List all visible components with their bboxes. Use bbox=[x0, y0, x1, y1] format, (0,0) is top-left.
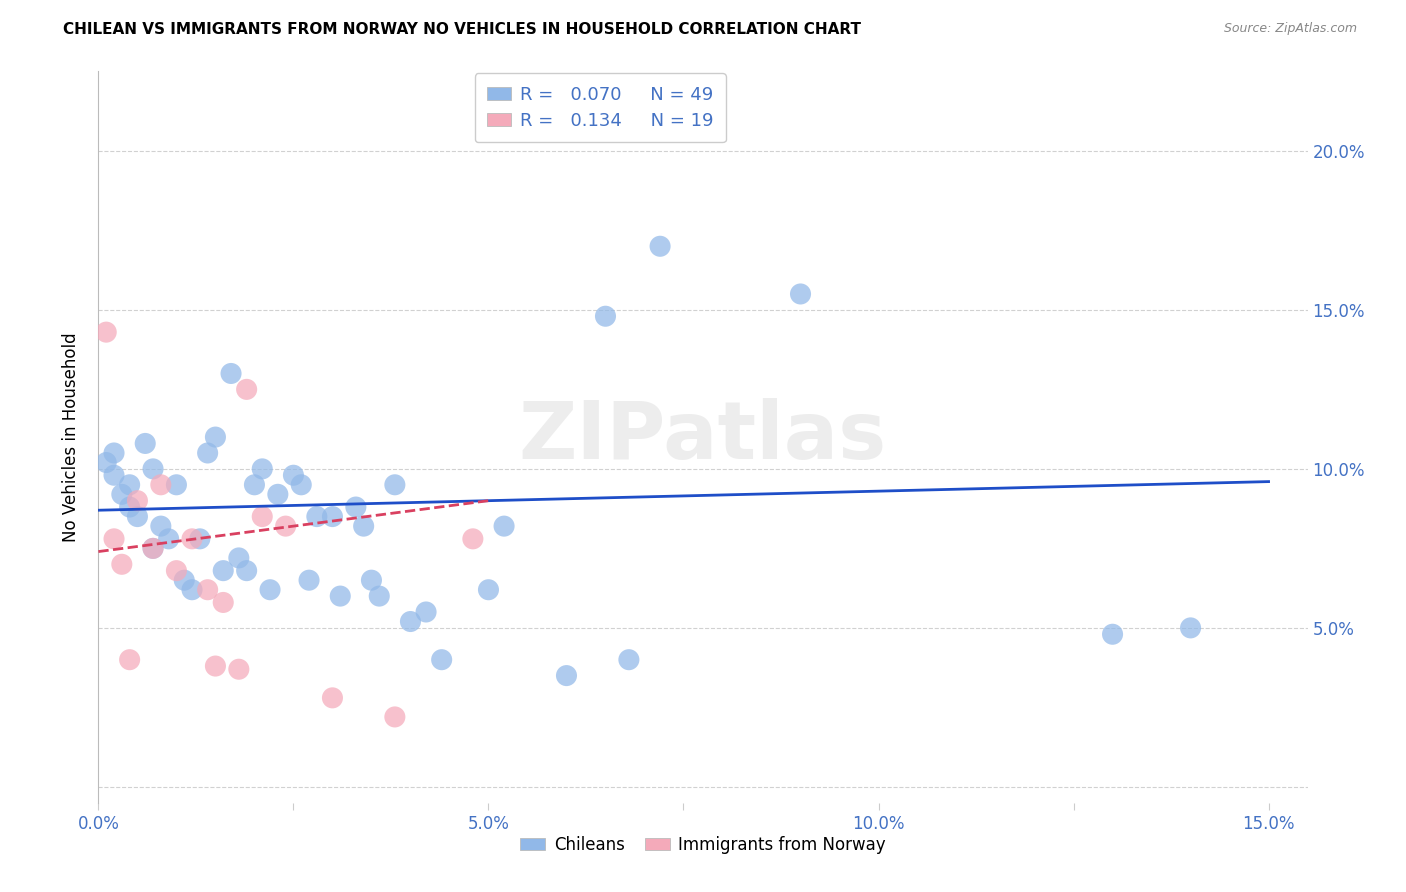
Point bbox=[165, 477, 187, 491]
Point bbox=[329, 589, 352, 603]
Point bbox=[96, 325, 118, 339]
Point bbox=[252, 462, 274, 476]
Legend: Chileans, Immigrants from Norway: Chileans, Immigrants from Norway bbox=[513, 829, 893, 860]
Point bbox=[111, 487, 134, 501]
Point bbox=[228, 550, 250, 565]
Point bbox=[283, 468, 305, 483]
Point bbox=[197, 446, 219, 460]
Point bbox=[149, 519, 172, 533]
Text: ZIPatlas: ZIPatlas bbox=[519, 398, 887, 476]
Point bbox=[118, 500, 141, 514]
Point bbox=[305, 509, 328, 524]
Point bbox=[477, 582, 499, 597]
Point bbox=[555, 668, 578, 682]
Point bbox=[298, 573, 321, 587]
Point bbox=[142, 462, 165, 476]
Point bbox=[252, 509, 274, 524]
Point bbox=[235, 564, 257, 578]
Point bbox=[188, 532, 211, 546]
Point bbox=[290, 477, 312, 491]
Point bbox=[368, 589, 391, 603]
Point bbox=[96, 456, 118, 470]
Point bbox=[103, 532, 125, 546]
Point bbox=[321, 690, 343, 705]
Point bbox=[360, 573, 382, 587]
Point bbox=[384, 477, 406, 491]
Point bbox=[204, 430, 226, 444]
Point bbox=[228, 662, 250, 676]
Point bbox=[173, 573, 195, 587]
Point bbox=[648, 239, 671, 253]
Point bbox=[430, 653, 453, 667]
Point bbox=[181, 532, 204, 546]
Point bbox=[267, 487, 290, 501]
Point bbox=[127, 493, 149, 508]
Point bbox=[118, 477, 141, 491]
Point bbox=[1101, 627, 1123, 641]
Text: Source: ZipAtlas.com: Source: ZipAtlas.com bbox=[1223, 22, 1357, 36]
Point bbox=[149, 477, 172, 491]
Point bbox=[111, 558, 134, 572]
Point bbox=[399, 615, 422, 629]
Point bbox=[243, 477, 266, 491]
Point bbox=[344, 500, 367, 514]
Point bbox=[617, 653, 640, 667]
Point bbox=[353, 519, 375, 533]
Point bbox=[204, 659, 226, 673]
Point bbox=[212, 595, 235, 609]
Point bbox=[494, 519, 516, 533]
Point bbox=[197, 582, 219, 597]
Point bbox=[134, 436, 156, 450]
Point bbox=[127, 509, 149, 524]
Point bbox=[103, 446, 125, 460]
Point bbox=[157, 532, 180, 546]
Point bbox=[142, 541, 165, 556]
Point bbox=[103, 468, 125, 483]
Point bbox=[321, 509, 343, 524]
Point bbox=[274, 519, 297, 533]
Point bbox=[165, 564, 187, 578]
Point bbox=[212, 564, 235, 578]
Y-axis label: No Vehicles in Household: No Vehicles in Household bbox=[62, 332, 80, 542]
Point bbox=[1180, 621, 1202, 635]
Point bbox=[461, 532, 484, 546]
Point bbox=[259, 582, 281, 597]
Point bbox=[595, 310, 617, 324]
Point bbox=[415, 605, 437, 619]
Point bbox=[142, 541, 165, 556]
Point bbox=[219, 367, 242, 381]
Point bbox=[789, 287, 811, 301]
Point bbox=[384, 710, 406, 724]
Text: CHILEAN VS IMMIGRANTS FROM NORWAY NO VEHICLES IN HOUSEHOLD CORRELATION CHART: CHILEAN VS IMMIGRANTS FROM NORWAY NO VEH… bbox=[63, 22, 862, 37]
Point bbox=[181, 582, 204, 597]
Point bbox=[235, 383, 257, 397]
Point bbox=[118, 653, 141, 667]
